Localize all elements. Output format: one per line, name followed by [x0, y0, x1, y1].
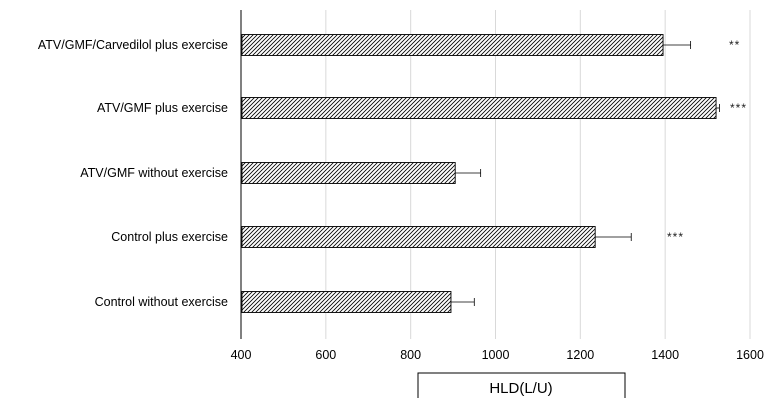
- category-label: ATV/GMF without exercise: [80, 166, 228, 180]
- category-labels: ATV/GMF/Carvedilol plus exercise ATV/GMF …: [38, 38, 228, 309]
- bar: [241, 226, 596, 248]
- category-label: ATV/GMF plus exercise: [97, 101, 228, 115]
- bar: [241, 34, 664, 56]
- category-label: ATV/GMF/Carvedilol plus exercise: [38, 38, 228, 52]
- x-tick-labels: 400 600 800 1000 1200 1400 1600: [231, 348, 764, 362]
- significance-mark: ***: [730, 101, 747, 115]
- category-label: Control plus exercise: [111, 230, 228, 244]
- significance-mark: **: [729, 38, 740, 52]
- bar: [241, 291, 452, 313]
- x-tick-label: 1200: [566, 348, 594, 362]
- x-tick-label: 1000: [482, 348, 510, 362]
- x-tick-label: 1400: [651, 348, 679, 362]
- x-axis-label-box: [417, 372, 626, 398]
- x-tick-label: 800: [400, 348, 421, 362]
- x-axis-label: HLD(L/U): [489, 380, 552, 397]
- category-label: Control without exercise: [95, 295, 228, 309]
- bars: ********: [241, 34, 747, 313]
- x-tick-label: 400: [231, 348, 252, 362]
- significance-mark: ***: [667, 230, 684, 244]
- x-tick-label: 1600: [736, 348, 764, 362]
- x-tick-label: 600: [315, 348, 336, 362]
- bar: [241, 162, 456, 184]
- gridlines: [325, 10, 751, 339]
- bar: [241, 97, 717, 119]
